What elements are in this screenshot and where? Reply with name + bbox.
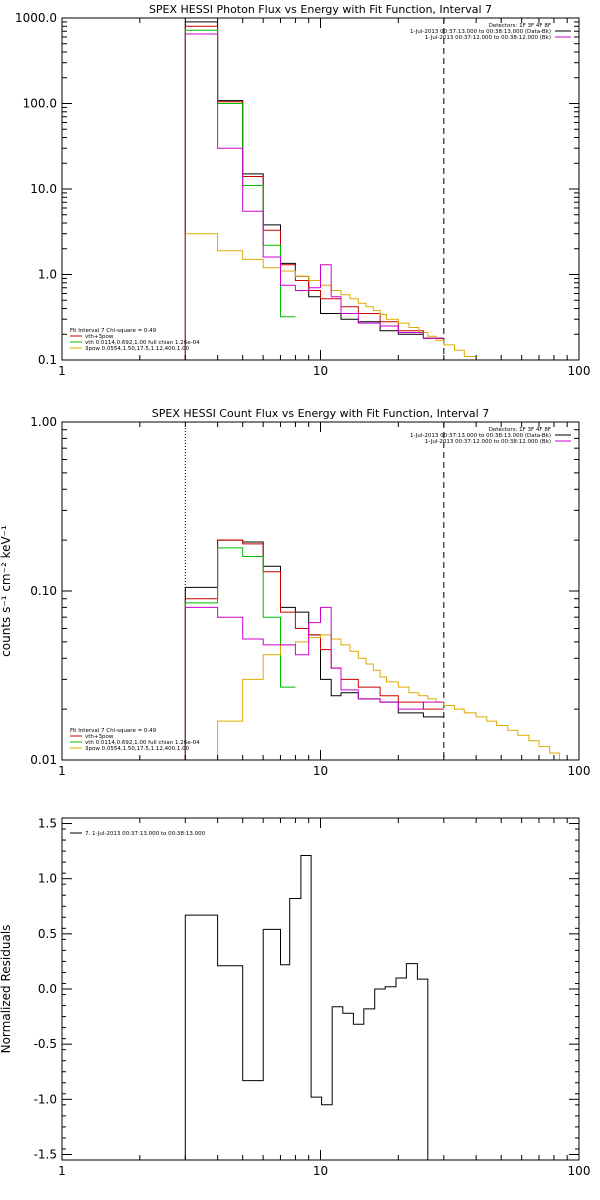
header-line: 1-Jul-2013 00:37:13.000 to 00:38:13.000 … bbox=[410, 29, 551, 35]
y-tick-label: 10.0 bbox=[30, 182, 57, 196]
header-line: 1-Jul-2013 00:37:12.000 to 00:38:12.000 … bbox=[425, 439, 551, 445]
series-bk bbox=[184, 33, 444, 360]
header-line: 1-Jul-2013 00:37:13.000 to 00:38:13.000 … bbox=[410, 433, 551, 439]
chart-title: SPEX HESSI Count Flux vs Energy with Fit… bbox=[152, 407, 489, 420]
legend-entry: Fit Interval 7 Chi-square = 0.49 bbox=[70, 728, 157, 734]
legend-entry: vth+3pow bbox=[85, 734, 114, 740]
x-tick-label: 100 bbox=[568, 1164, 591, 1178]
series-data-bk bbox=[184, 539, 444, 760]
legend-entry: vth 0.0114,0.692,1.00 full chian 1.26e-0… bbox=[85, 740, 200, 746]
header-line: Detectors: 1F 3F 4F 8F bbox=[489, 23, 551, 29]
x-tick-label: 10 bbox=[313, 1164, 328, 1178]
y-tick-label: 1.0 bbox=[38, 268, 57, 282]
residuals-chart: Normalized Residuals 1 10 100 -1.5 -1.0 -0.5 0.… bbox=[0, 817, 590, 1178]
x-tick-label: 10 bbox=[313, 764, 328, 778]
y-tick-label: 1.0 bbox=[38, 872, 57, 886]
x-tick-label: 1 bbox=[58, 364, 66, 378]
photon-flux-chart: SPEX HESSI Photon Flux vs Energy with Fi… bbox=[15, 3, 590, 378]
series-vth-3pow bbox=[184, 539, 444, 760]
series-3pow bbox=[185, 634, 570, 760]
legend-entry: 3pow 0.0554,1.50,17.5,1.12,400,1.00 bbox=[85, 746, 190, 752]
x-tick-label: 100 bbox=[568, 364, 591, 378]
x-tick-label: 100 bbox=[568, 764, 591, 778]
y-tick-label: 0.01 bbox=[30, 753, 57, 767]
legend-entry: vth+3pow bbox=[85, 334, 114, 340]
plot-frame bbox=[61, 421, 580, 761]
y-tick-label: -0.5 bbox=[34, 1037, 57, 1051]
legend-entry: Fit Interval 7 Chi-square = 0.49 bbox=[70, 328, 157, 334]
legend-entry: vth 0.0114,0.692,1.00 full chian 1.26e-0… bbox=[85, 340, 200, 346]
header-line: Detectors: 1F 3F 4F 8F bbox=[489, 427, 551, 433]
y-tick-label: -1.0 bbox=[34, 1092, 57, 1106]
y-tick-label: 1.00 bbox=[30, 415, 57, 429]
x-tick-label: 1 bbox=[58, 764, 66, 778]
y-tick-label: 0.5 bbox=[38, 927, 57, 941]
y-tick-label: -1.5 bbox=[34, 1147, 57, 1161]
x-tick-label: 10 bbox=[313, 364, 328, 378]
series-vth bbox=[184, 547, 296, 760]
count-flux-chart: SPEX HESSI Count Flux vs Energy with Fit… bbox=[0, 407, 590, 778]
series-vth-3pow bbox=[184, 25, 444, 360]
y-tick-label: 100.0 bbox=[23, 97, 57, 111]
legend-entry: 7. 1-Jul-2013 00:37:13.000 to 00:38:13.0… bbox=[85, 831, 206, 837]
series-bk bbox=[184, 606, 444, 760]
x-tick-label: 1 bbox=[58, 1164, 66, 1178]
series-vth bbox=[184, 29, 296, 360]
header-line: 1-Jul-2013 00:37:12.000 to 00:38:12.000 … bbox=[425, 35, 551, 41]
series-data-bk bbox=[184, 21, 444, 360]
y-tick-label: 1.5 bbox=[38, 817, 57, 831]
chart-title: SPEX HESSI Photon Flux vs Energy with Fi… bbox=[149, 3, 492, 16]
series-residuals bbox=[184, 855, 444, 1160]
legend-entry: 3pow 0.0554,1.50,17.5,1.12,400,1.00 bbox=[85, 346, 190, 352]
plot-frame bbox=[61, 817, 580, 1161]
y-tick-label: 0.1 bbox=[38, 353, 57, 367]
y-axis-title: Normalized Residuals bbox=[0, 925, 13, 1054]
y-tick-label: 0.10 bbox=[30, 584, 57, 598]
y-tick-label: 0.0 bbox=[38, 982, 57, 996]
y-axis-title: counts s⁻¹ cm⁻² keV⁻¹ bbox=[0, 525, 13, 657]
y-tick-label: 1000.0 bbox=[15, 11, 57, 25]
